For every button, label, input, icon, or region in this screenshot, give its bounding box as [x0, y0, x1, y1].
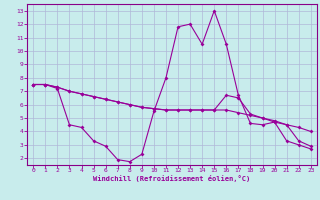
X-axis label: Windchill (Refroidissement éolien,°C): Windchill (Refroidissement éolien,°C) — [93, 175, 251, 182]
